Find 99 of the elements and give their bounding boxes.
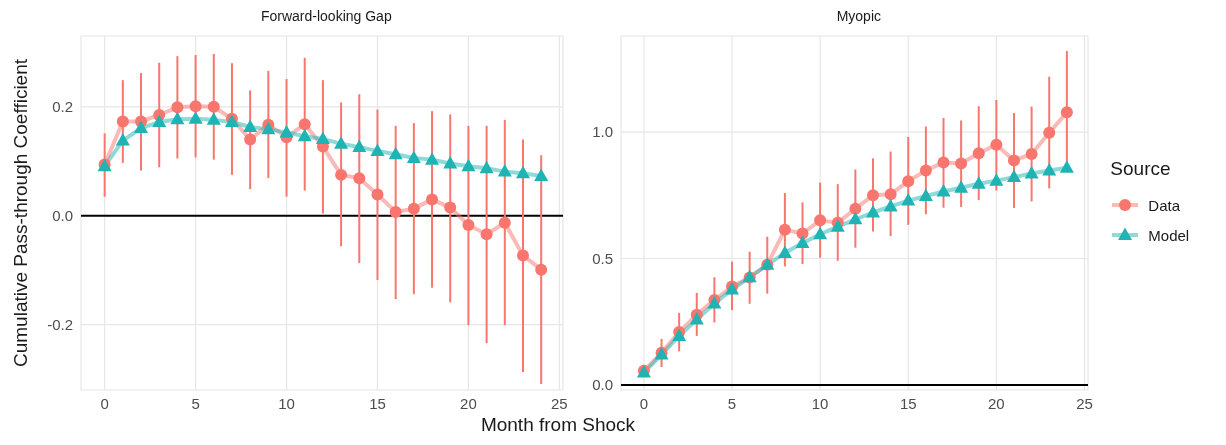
legend-title: Source — [1110, 158, 1172, 180]
point — [813, 226, 828, 240]
point — [171, 101, 184, 114]
x-tick-label: 20 — [460, 394, 478, 412]
point — [516, 165, 531, 179]
point — [1008, 154, 1021, 167]
point — [1060, 160, 1075, 173]
x-tick-label: 0 — [640, 394, 649, 412]
point — [814, 214, 827, 227]
point — [1042, 163, 1057, 176]
point — [936, 184, 951, 197]
point — [902, 175, 915, 188]
point — [884, 188, 897, 201]
point — [408, 202, 421, 215]
y-tick-label: 1.0 — [592, 123, 614, 141]
x-axis-title: Month from Shock — [479, 414, 637, 436]
point — [117, 115, 130, 128]
x-tick-label: 25 — [551, 394, 569, 412]
point — [848, 211, 863, 225]
legend-label: Model — [1148, 226, 1190, 244]
point — [189, 100, 202, 113]
point — [535, 263, 548, 276]
x-tick-label: 15 — [900, 394, 917, 412]
legend-label: Data — [1148, 196, 1181, 214]
point — [955, 157, 968, 170]
chart-title: Myopic — [835, 8, 882, 26]
y-tick-label: -0.2 — [47, 315, 74, 333]
point — [517, 249, 530, 262]
point — [335, 168, 348, 181]
point — [461, 158, 476, 172]
point — [426, 193, 439, 206]
point — [116, 133, 131, 146]
point — [989, 173, 1004, 186]
point — [972, 176, 987, 189]
x-tick-label: 10 — [812, 394, 829, 412]
point — [796, 227, 809, 240]
y-axis-title: Cumulative Pass-through Coefficient — [10, 58, 32, 368]
point — [498, 164, 513, 177]
point — [849, 202, 862, 215]
point — [170, 111, 185, 125]
point — [389, 205, 402, 218]
point — [188, 111, 203, 124]
point — [534, 168, 549, 181]
point — [207, 112, 222, 125]
point — [1024, 166, 1039, 179]
point — [973, 147, 986, 160]
point — [443, 155, 458, 169]
point — [866, 204, 881, 218]
point — [299, 118, 312, 131]
x-tick-label: 5 — [191, 394, 201, 412]
x-tick-label: 10 — [278, 394, 296, 412]
point — [1061, 106, 1074, 119]
point — [920, 164, 933, 177]
point — [134, 120, 149, 134]
point — [462, 218, 475, 231]
point — [243, 119, 258, 132]
point — [954, 180, 969, 193]
point — [334, 136, 349, 149]
point — [867, 189, 880, 202]
point — [352, 139, 367, 153]
point — [499, 216, 512, 229]
point — [883, 198, 898, 212]
point — [244, 133, 257, 146]
point — [1007, 169, 1022, 183]
y-tick-label: 0.2 — [52, 98, 74, 116]
point — [407, 150, 422, 163]
point — [919, 188, 934, 202]
point — [371, 188, 384, 201]
point — [990, 138, 1003, 151]
point — [779, 223, 792, 236]
point — [208, 100, 221, 113]
point — [1025, 148, 1038, 161]
point — [479, 160, 494, 174]
point — [937, 156, 950, 169]
point — [152, 114, 167, 128]
y-tick-label: 0.5 — [592, 249, 614, 267]
point — [261, 121, 276, 135]
point — [444, 201, 457, 214]
x-tick-label: 0 — [100, 394, 110, 412]
y-tick-label: 0.0 — [52, 207, 74, 225]
x-tick-label: 15 — [369, 394, 387, 412]
point — [298, 128, 313, 142]
point — [279, 124, 294, 138]
point — [901, 193, 916, 206]
point — [778, 245, 793, 258]
point — [388, 146, 403, 160]
point — [316, 131, 331, 144]
point — [425, 152, 440, 165]
point — [370, 143, 385, 156]
y-tick-label: 0.0 — [592, 376, 614, 394]
chart-title: Forward-looking Gap — [259, 8, 393, 26]
point — [480, 228, 493, 241]
point — [690, 311, 705, 325]
x-tick-label: 5 — [728, 394, 737, 412]
point — [795, 235, 810, 249]
point — [353, 172, 366, 185]
x-tick-label: 25 — [1076, 394, 1094, 412]
point — [1043, 126, 1056, 139]
x-tick-label: 20 — [988, 394, 1006, 412]
